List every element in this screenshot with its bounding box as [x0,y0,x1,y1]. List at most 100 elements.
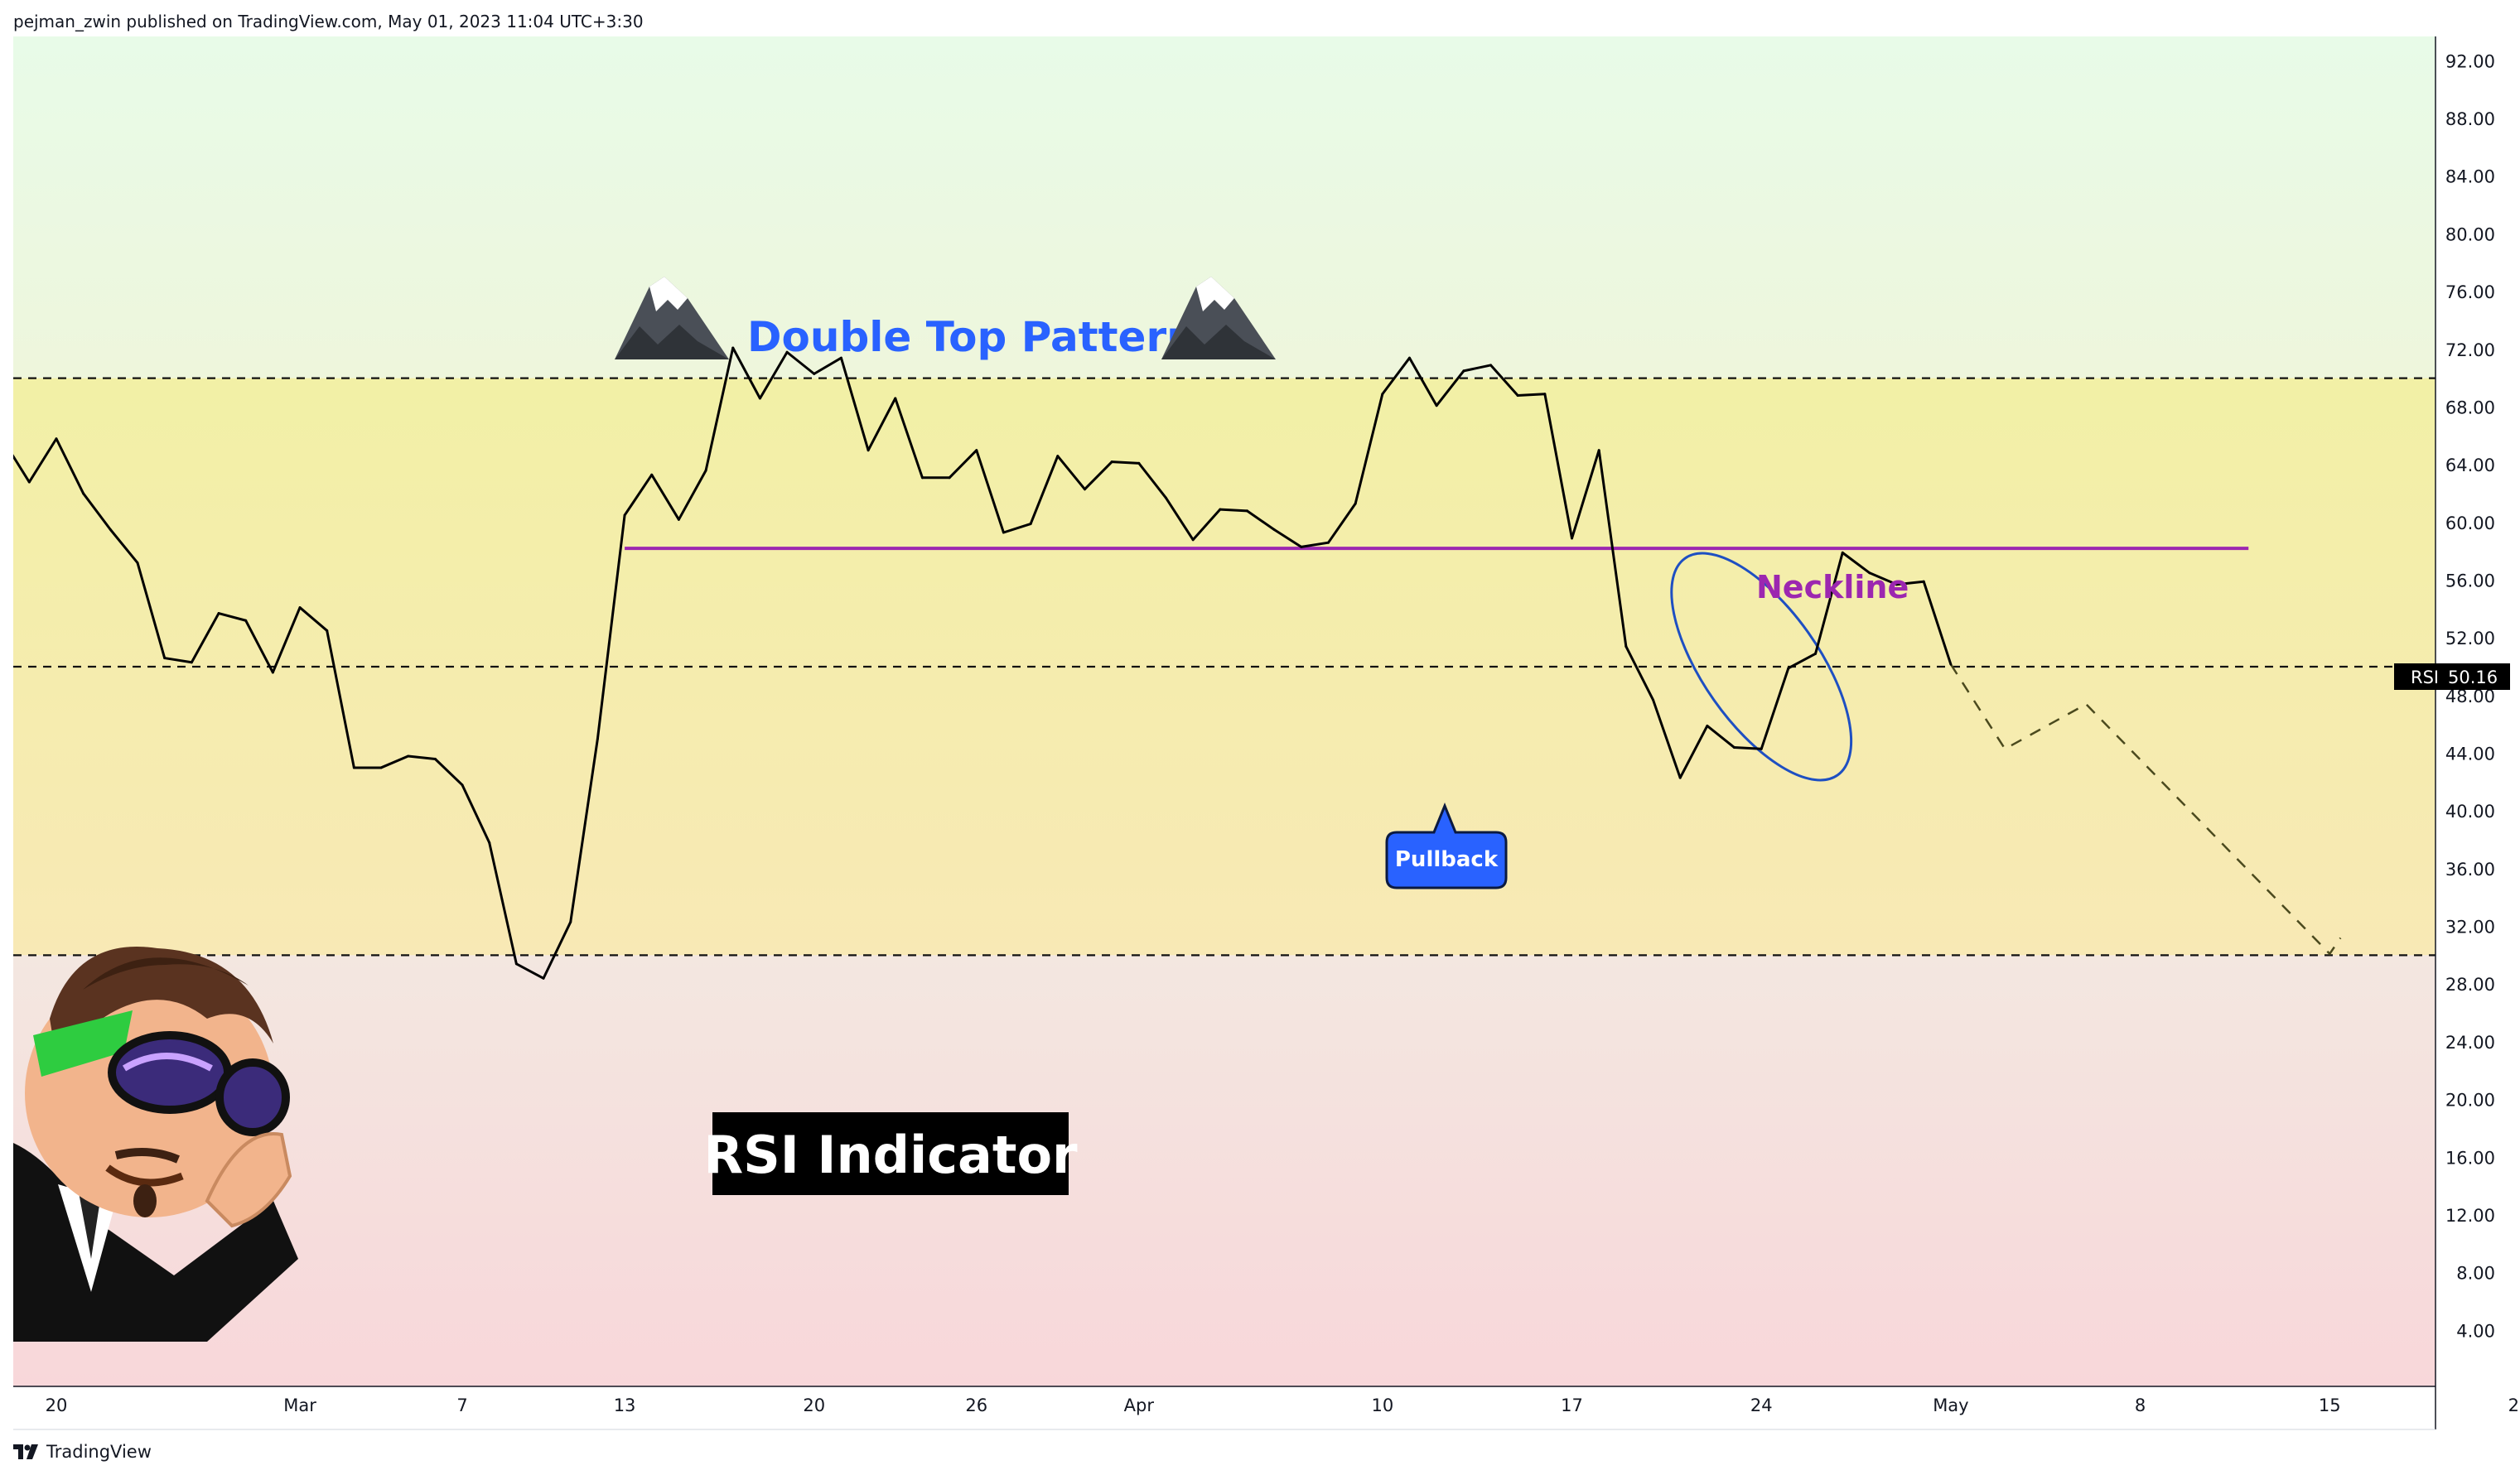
pattern-title-group: Double Top Pattern [615,277,1276,361]
rsi-segment [1895,580,1925,586]
rsi-segment [433,757,464,787]
y-tick-label: 56.00 [2445,571,2495,590]
rsi-segment [1300,541,1330,548]
rsi-segment [650,473,680,521]
rsi-segment [514,962,545,980]
y-tick-label: 40.00 [2445,802,2495,822]
oversold-zone [13,955,2436,1386]
current-value: 50.16 [2448,668,2498,687]
rsi-segment [55,437,85,495]
rsi-segment [839,356,870,452]
x-tick-label: 15 [2319,1395,2341,1415]
y-tick-label: 24.00 [2445,1033,2495,1053]
y-tick-label: 8.00 [2456,1264,2495,1284]
rsi-segment [948,449,978,480]
rsi-segment [13,454,31,484]
y-tick-label: 12.00 [2445,1206,2495,1226]
rsi-segment [975,449,1005,534]
rsi-segment [1272,528,1303,548]
x-tick-label: 20 [803,1395,825,1415]
rsi-segment [1245,509,1276,532]
x-tick-label: 10 [1371,1395,1393,1415]
x-tick-label: 17 [1561,1395,1583,1415]
rsi-segment [1624,645,1655,701]
mountain-icon [615,277,729,359]
x-tick-label: May [1933,1395,1968,1415]
current-label: RSI [2411,668,2439,687]
y-tick-label: 16.00 [2445,1148,2495,1168]
rsi-segment [1571,449,1600,540]
rsi-segment [1056,455,1086,491]
neckline-label: Neckline [1756,569,1909,605]
rsi-segment [82,492,112,532]
y-tick-label: 72.00 [2445,340,2495,360]
x-tick-label: Apr [1124,1395,1155,1415]
rsi-segment [867,397,897,452]
pullback-badge [1385,803,1508,889]
rsi-segment [894,397,924,480]
rsi-segment [1489,364,1519,398]
rsi-segment [569,737,599,923]
rsi-line[interactable] [2,346,1953,980]
y-tick-label: 52.00 [2445,629,2495,648]
rsi-segment [1652,698,1682,779]
y-tick-label: 88.00 [2445,109,2495,129]
rsi-segment [1733,746,1763,750]
y-tick-label: 32.00 [2445,918,2495,938]
rsi-segment [298,606,329,632]
rsi-segment [1462,364,1493,373]
y-tick-label: 68.00 [2445,398,2495,417]
y-tick-label: 92.00 [2445,51,2495,71]
x-tick-label: 13 [614,1395,636,1415]
rsi-segment [542,920,572,980]
rsi-segment [623,473,654,517]
y-tick-label: 80.00 [2445,224,2495,244]
tradingview-logo-icon [13,1444,38,1459]
rsi-segment [461,783,491,845]
rsi-segment [758,350,789,400]
rsi-segment [217,612,248,622]
rsi-segment [731,346,761,400]
rsi-segment [244,619,274,674]
pullback-ellipse [1670,552,1853,782]
rsi-segment [488,841,518,966]
pullback-callout[interactable]: Pullback [1385,803,1508,889]
y-tick-label: 64.00 [2445,456,2495,475]
rsi-segment [326,629,355,769]
rsi-segment [1408,356,1438,407]
rsi-segment [109,528,139,565]
rsi-segment [1597,449,1628,648]
indicator-label: RSI Indicator [703,1125,1078,1185]
x-tick-label: 7 [456,1395,467,1415]
pullback-label: Pullback [1395,847,1499,872]
rsi-segment [1760,667,1790,750]
rsi-segment [1083,460,1113,491]
rsi-segment [136,562,167,660]
rsi-segment [1164,496,1195,542]
rsi-segment [163,657,193,664]
reference-lines [13,377,2436,957]
current-value-badge: RSI 50.16 [2394,663,2510,690]
y-tick-label: 4.00 [2456,1321,2495,1341]
rsi-segment [596,513,626,740]
y-tick-label: 20.00 [2445,1091,2495,1111]
rsi-segment [677,469,707,521]
rsi-segment [1381,356,1411,396]
y-tick-label: 44.00 [2445,745,2495,764]
rsi-segment [27,437,58,484]
rsi-segment [785,350,816,375]
y-tick-label: 84.00 [2445,167,2495,187]
footer[interactable]: TradingView [13,1435,152,1468]
rsi-segment [407,754,437,760]
rsi-segment [1326,502,1357,544]
price-axis[interactable]: 4.00 8.00 12.00 16.00 20.00 24.00 28.00 32.00 36… [2394,36,2510,1429]
rsi-segment [704,346,735,472]
rsi-segment [379,754,410,769]
indicator-label-box: RSI Indicator [703,1112,1078,1195]
rsi-segment [1841,551,1871,575]
rsi-segment [1814,551,1844,655]
time-axis[interactable]: 20Mar7132026Apr101724May81522Jun [13,1386,2520,1430]
rsi-segment [1137,461,1167,499]
x-tick-label: 8 [2135,1395,2146,1415]
